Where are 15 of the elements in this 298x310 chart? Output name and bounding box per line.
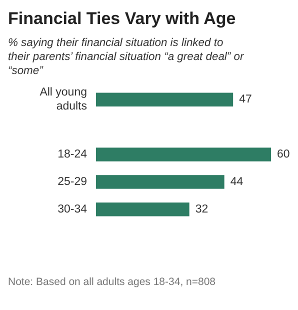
y-tick-label: All young adults bbox=[40, 86, 88, 113]
data-label: 44 bbox=[230, 176, 244, 188]
text: Note: Based on all adults ages 18-34, n=808 bbox=[8, 276, 216, 288]
y-tick-label: 30-34 bbox=[58, 203, 88, 216]
y-tick-label: 18-24 bbox=[58, 148, 88, 160]
bar bbox=[96, 92, 234, 106]
data-label: 47 bbox=[239, 94, 252, 106]
bar bbox=[96, 175, 224, 189]
bar bbox=[96, 202, 190, 216]
chart-subtitle: % saying their financial situation is linked to their parents’ financial situation “a great deal” or “some” bbox=[8, 37, 245, 77]
bar bbox=[96, 148, 271, 162]
data-label: 60 bbox=[277, 148, 290, 160]
y-tick-label: 25-29 bbox=[58, 176, 87, 188]
data-label: 32 bbox=[195, 203, 208, 216]
chart-title: Financial Ties Vary with Age bbox=[8, 9, 236, 28]
